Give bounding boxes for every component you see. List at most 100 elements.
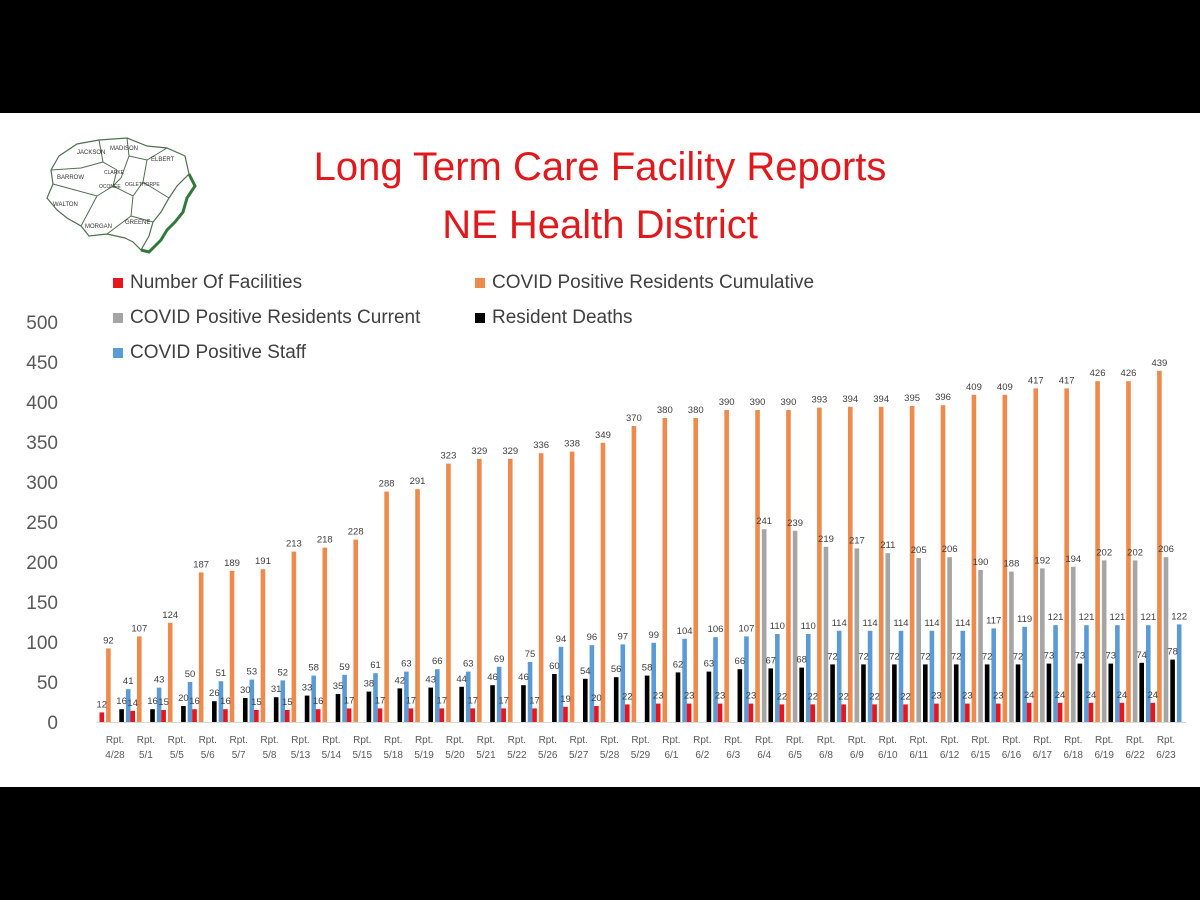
x-tick-label-line1: Rpt. [106,735,124,746]
map-label-5: OCONEE [99,184,121,190]
data-label-deaths: 44 [456,674,467,685]
x-tick-label-line2: 6/17 [1033,750,1053,761]
data-label-facilities: 16 [313,696,324,707]
chart-title-line2: NE Health District [442,203,758,247]
bar-deaths [1015,664,1021,722]
data-label-deaths: 35 [333,681,344,692]
bar-staff [311,675,316,722]
x-tick-label-line2: 4/28 [105,750,125,761]
bar-cumulative [1033,388,1039,722]
data-label-staff: 50 [185,669,196,680]
data-label-staff: 121 [1140,612,1156,623]
bar-facilities [130,710,136,722]
bar-cumulative [1126,381,1131,722]
bar-facilities [1088,702,1094,722]
data-label-current: 190 [973,557,989,568]
data-label-staff: 104 [677,626,693,637]
x-tick-label-line2: 5/20 [445,750,465,761]
data-label-facilities: 22 [777,691,788,702]
bar-facilities [439,708,445,722]
slide: JACKSON MADISON ELBERT BARROW CLARKE OCO… [0,113,1200,787]
data-label-staff: 114 [893,618,908,629]
bar-deaths [1046,663,1052,722]
map-label-6: OGLETHORPE [125,182,160,188]
bar-current [823,546,829,722]
x-tick-label-line2: 6/4 [757,750,771,761]
data-label-cumulative: 380 [657,405,673,416]
legend-swatch-facilities [113,278,123,288]
x-tick-label-line2: 6/18 [1064,750,1084,761]
data-label-cumulative: 213 [286,539,302,550]
data-label-deaths: 33 [302,683,313,694]
data-label-staff: 114 [924,618,939,629]
bar-staff [1022,626,1027,722]
data-label-cumulative: 189 [224,558,240,569]
bar-staff [713,637,718,722]
bar-staff [435,669,440,722]
data-label-facilities: 24 [1148,690,1159,701]
data-label-facilities: 22 [622,691,633,702]
x-tick-label-line2: 6/8 [819,750,833,761]
bar-staff [373,673,378,722]
y-tick-label: 500 [26,313,58,334]
bar-facilities [810,704,816,722]
bar-deaths [923,664,928,722]
bar-facilities [563,706,568,722]
data-label-deaths: 20 [178,693,189,704]
bar-staff [1176,624,1182,722]
bar-deaths [613,677,619,722]
bar-facilities [965,703,970,722]
bar-cumulative [538,453,544,722]
data-label-facilities: 17 [344,695,355,706]
data-label-staff: 61 [370,660,381,671]
x-tick-label-line1: Rpt. [1095,735,1113,746]
x-tick-label-line1: Rpt. [229,735,247,746]
map-label-9: GREENE [125,220,150,226]
bar-current [916,558,922,722]
data-label-staff: 63 [401,659,412,670]
bar-facilities [748,703,754,722]
data-label-cumulative: 336 [533,440,549,451]
x-tick-label-line2: 5/1 [139,750,153,761]
data-label-current: 205 [911,545,927,556]
data-label-cumulative: 323 [441,451,457,462]
data-label-staff: 43 [154,675,165,686]
bar-deaths [675,672,681,722]
legend-entry-deaths: Resident Deaths [475,307,632,329]
bar-facilities [470,708,476,722]
bar-current [1163,557,1169,722]
data-label-facilities: 22 [807,691,818,702]
data-label-facilities: 23 [746,691,757,702]
data-label-facilities: 16 [220,696,231,707]
legend-swatch-current [113,313,123,323]
bar-facilities [903,704,908,722]
x-tick-label-line1: Rpt. [384,735,402,746]
bar-cumulative [384,491,389,722]
bar-cumulative [878,406,884,722]
district-map-icon: JACKSON MADISON ELBERT BARROW CLARKE OCO… [46,137,197,254]
bar-deaths [582,678,588,722]
bar-cumulative [198,572,204,722]
bar-cumulative [507,458,513,722]
bar-facilities [655,703,661,722]
y-tick-label: 50 [37,673,58,694]
data-label-deaths: 43 [425,675,436,686]
bar-staff [342,674,347,722]
data-label-staff: 66 [432,656,443,667]
bar-facilities [501,708,506,722]
bar-facilities [934,703,939,722]
data-label-cumulative: 439 [1151,358,1167,369]
data-label-facilities: 17 [467,695,478,706]
bar-deaths [521,685,526,722]
data-label-facilities: 22 [900,691,911,702]
data-label-deaths: 31 [271,684,282,695]
data-label-current: 239 [787,518,803,529]
data-label-cumulative: 92 [103,635,114,646]
map-label-4: CLARKE [104,170,125,176]
legend-entry-current: COVID Positive Residents Current [113,307,420,329]
bar-cumulative [1157,370,1162,722]
data-label-deaths: 72 [858,651,869,662]
data-label-staff: 59 [339,662,350,673]
data-label-staff: 58 [308,663,319,674]
bar-facilities [1119,702,1125,722]
